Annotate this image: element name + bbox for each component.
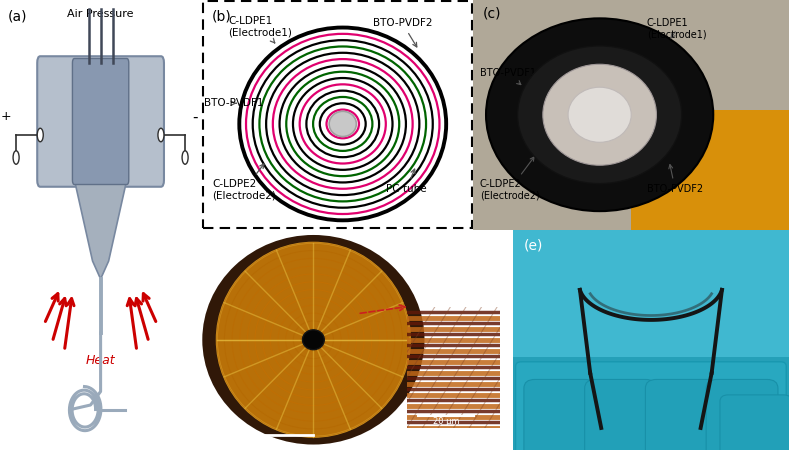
Ellipse shape — [202, 235, 424, 445]
FancyBboxPatch shape — [645, 379, 717, 450]
Circle shape — [13, 151, 19, 164]
FancyBboxPatch shape — [585, 379, 656, 450]
Text: BTO-PVDF2: BTO-PVDF2 — [647, 165, 703, 194]
Circle shape — [182, 151, 188, 164]
FancyBboxPatch shape — [706, 379, 778, 450]
Ellipse shape — [217, 243, 410, 437]
Text: Heat: Heat — [86, 354, 115, 366]
Text: C-LDPE1
(Electrode1): C-LDPE1 (Electrode1) — [647, 18, 707, 40]
Text: -: - — [193, 109, 198, 125]
Text: BTO-PVDF2: BTO-PVDF2 — [372, 18, 432, 47]
Text: 100 μm: 100 μm — [260, 442, 297, 450]
Ellipse shape — [518, 46, 682, 184]
Text: (d): (d) — [211, 238, 230, 252]
Text: C-LDPE2
(Electrode2): C-LDPE2 (Electrode2) — [480, 157, 540, 201]
FancyBboxPatch shape — [513, 357, 789, 450]
Text: Air Pressure: Air Pressure — [67, 9, 134, 19]
Text: PC tube: PC tube — [387, 169, 427, 194]
FancyBboxPatch shape — [516, 362, 786, 450]
Polygon shape — [473, 0, 789, 230]
Text: (c): (c) — [483, 7, 501, 21]
FancyBboxPatch shape — [73, 58, 129, 184]
Polygon shape — [631, 110, 789, 230]
Circle shape — [158, 128, 164, 142]
Ellipse shape — [568, 87, 631, 142]
Text: 20 μm: 20 μm — [433, 417, 459, 426]
Text: BTO-PVDF1: BTO-PVDF1 — [204, 98, 264, 108]
Text: C-LDPE1
(Electrode1): C-LDPE1 (Electrode1) — [229, 16, 292, 43]
Polygon shape — [74, 180, 127, 279]
FancyBboxPatch shape — [720, 395, 789, 450]
Ellipse shape — [543, 64, 656, 165]
Ellipse shape — [302, 330, 324, 350]
Circle shape — [37, 128, 43, 142]
Text: +: + — [1, 111, 11, 123]
Text: BTO-PVDF1: BTO-PVDF1 — [480, 68, 536, 85]
FancyBboxPatch shape — [203, 1, 472, 228]
Text: C-LDPE2
(Electrode2): C-LDPE2 (Electrode2) — [212, 164, 276, 201]
FancyBboxPatch shape — [524, 379, 596, 450]
Text: (a): (a) — [8, 9, 28, 23]
Text: (e): (e) — [524, 238, 544, 252]
Text: (b): (b) — [212, 9, 232, 23]
FancyBboxPatch shape — [37, 56, 164, 187]
Ellipse shape — [486, 18, 713, 211]
Ellipse shape — [329, 111, 357, 136]
FancyBboxPatch shape — [513, 230, 789, 373]
